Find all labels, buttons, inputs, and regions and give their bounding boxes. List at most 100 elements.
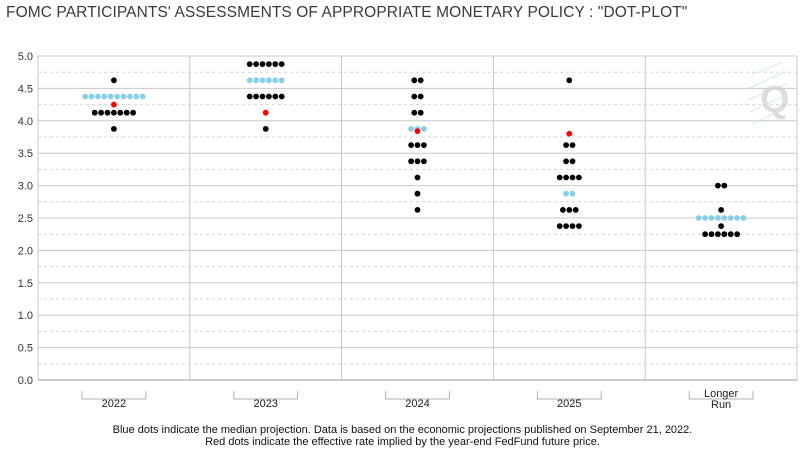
participant-dot — [266, 61, 272, 67]
y-tick-label: 0.5 — [18, 343, 33, 355]
participant-dot — [414, 174, 421, 181]
participant-dot — [566, 207, 573, 213]
participant-dot — [111, 109, 117, 116]
participant-dot — [414, 190, 421, 197]
participant-dot — [411, 93, 418, 100]
participant-dot — [278, 61, 285, 67]
median-dot — [727, 215, 734, 221]
participant-dot — [715, 231, 721, 238]
participant-dot — [569, 158, 576, 165]
participant-dot — [556, 223, 563, 230]
participant-dot — [408, 158, 414, 165]
median-dot — [133, 93, 140, 100]
participant-dot — [272, 93, 279, 100]
footnote-line-1: Blue dots indicate the median projection… — [112, 424, 693, 436]
participant-dot — [417, 93, 424, 100]
chart-title: FOMC PARTICIPANTS' ASSESSMENTS OF APPROP… — [6, 4, 688, 21]
participant-dot — [414, 142, 421, 149]
participant-dot — [417, 109, 424, 116]
participant-dot — [130, 109, 137, 116]
median-dot — [734, 215, 740, 221]
y-tick-label: 4.5 — [18, 83, 33, 95]
participant-dot — [246, 61, 253, 67]
market-implied-dot — [566, 130, 573, 137]
median-dot — [421, 125, 427, 132]
participant-dot — [266, 93, 272, 100]
participant-dot — [563, 174, 569, 181]
participant-dot — [414, 207, 421, 213]
market-implied-dot — [262, 109, 269, 116]
participant-dot — [576, 223, 582, 230]
dot-marks — [82, 61, 747, 238]
participant-dot — [721, 182, 728, 189]
participant-dot — [715, 182, 721, 189]
watermark-text: Q — [760, 79, 790, 121]
market-implied-dot — [111, 101, 117, 108]
participant-dot — [563, 223, 569, 230]
participant-dot — [411, 77, 418, 84]
median-dot — [715, 215, 721, 221]
median-dot — [114, 93, 120, 100]
participant-dot — [104, 109, 111, 116]
participant-dot — [556, 174, 563, 181]
q-logo-watermark: Q — [747, 61, 790, 125]
median-dot — [107, 93, 114, 100]
y-tick-label: 0.0 — [18, 375, 33, 387]
participant-dot — [272, 61, 279, 67]
x-tick-label: 2022 — [102, 398, 126, 410]
participant-dot — [91, 109, 98, 116]
x-category-bracket — [385, 391, 450, 400]
footnote: Blue dots indicate the median projection… — [0, 424, 805, 448]
median-dot — [272, 77, 279, 84]
median-dot — [266, 77, 272, 84]
participant-dot — [702, 231, 708, 238]
median-dot — [246, 77, 253, 84]
participant-dot — [111, 125, 117, 132]
median-dot — [740, 215, 747, 221]
median-dot — [253, 77, 259, 84]
participant-dot — [576, 174, 582, 181]
x-tick-label: Run — [711, 399, 731, 411]
median-dot — [259, 77, 266, 84]
participant-dot — [98, 109, 104, 116]
median-dot — [708, 215, 715, 221]
median-dot — [88, 93, 95, 100]
participant-dot — [718, 207, 724, 213]
participant-dot — [253, 93, 259, 100]
participant-dot — [246, 93, 253, 100]
participant-dot — [123, 109, 130, 116]
y-tick-label: 1.5 — [18, 278, 33, 290]
participant-dot — [253, 61, 259, 67]
median-dot — [695, 215, 702, 221]
participant-dot — [111, 77, 117, 84]
dot-plot-chart: 0.00.51.01.52.02.53.03.54.04.55.0 2022 20… — [18, 51, 798, 411]
x-category-bracket — [233, 391, 299, 400]
median-dot — [95, 93, 101, 100]
participant-dot — [421, 142, 427, 149]
median-dot — [120, 93, 127, 100]
x-tick-label: 2024 — [405, 398, 429, 410]
x-category-bracket — [81, 391, 147, 400]
market-implied-dot — [414, 128, 421, 135]
median-dot — [278, 77, 285, 84]
y-tick-label: 2.5 — [18, 213, 33, 225]
median-dot — [408, 125, 414, 132]
median-dot — [126, 93, 133, 100]
y-tick-label: 5.0 — [18, 51, 33, 63]
x-tick-label: 2023 — [253, 398, 277, 410]
participant-dot — [734, 231, 740, 238]
median-dot — [563, 190, 569, 197]
y-tick-label: 3.5 — [18, 148, 33, 160]
participant-dot — [569, 223, 576, 230]
participant-dot — [421, 158, 427, 165]
x-category-bracket — [688, 391, 754, 400]
x-tick-label: Longer — [704, 388, 739, 400]
x-category-bracket — [536, 391, 602, 400]
participant-dot — [563, 142, 569, 149]
median-dot — [702, 215, 708, 221]
participant-dot — [411, 109, 418, 116]
participant-dot — [721, 231, 728, 238]
y-tick-label: 1.0 — [18, 310, 33, 322]
participant-dot — [572, 207, 579, 213]
